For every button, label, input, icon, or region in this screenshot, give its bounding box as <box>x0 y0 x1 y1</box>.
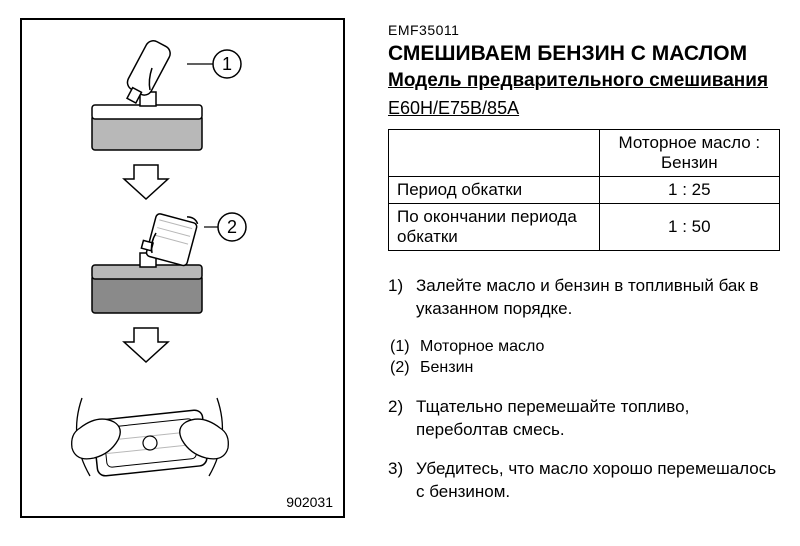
diagram-code: 902031 <box>286 494 333 510</box>
legend-text: Бензин <box>420 358 473 379</box>
table-cell: По окончании периода обкатки <box>389 204 600 251</box>
table-cell: 1 : 50 <box>599 204 779 251</box>
step3-group <box>72 398 229 477</box>
table-cell: 1 : 25 <box>599 177 779 204</box>
step-number: 1) <box>388 275 416 321</box>
step1-group: 1 <box>92 38 241 150</box>
step-2: 2) Тщательно перемешайте топливо, перебо… <box>388 396 780 442</box>
page-title: СМЕШИВАЕМ БЕНЗИН С МАСЛОМ <box>388 42 780 66</box>
arrow-1 <box>124 165 168 199</box>
doc-code: EMF35011 <box>388 22 780 38</box>
model-list: E60H/E75B/85A <box>388 98 780 119</box>
legend: (1)Моторное масло (2)Бензин <box>390 337 780 379</box>
svg-text:2: 2 <box>227 217 237 237</box>
svg-text:1: 1 <box>222 54 232 74</box>
table-row: По окончании периода обкатки 1 : 50 <box>389 204 780 251</box>
table-row: Моторное масло : Бензин <box>389 130 780 177</box>
legend-text: Моторное масло <box>420 337 544 358</box>
ratio-table: Моторное масло : Бензин Период обкатки 1… <box>388 129 780 251</box>
table-cell: Период обкатки <box>389 177 600 204</box>
step-text: Тщательно перемешайте топливо, переболта… <box>416 396 780 442</box>
step-number: 2) <box>388 396 416 442</box>
step-3: 3) Убедитесь, что масло хорошо перемешал… <box>388 458 780 504</box>
step-1: 1) Залейте масло и бензин в топливный ба… <box>388 275 780 321</box>
legend-num: (1) <box>390 337 420 358</box>
mixing-diagram: 1 <box>20 18 345 518</box>
page-subtitle: Модель предварительного смешивания <box>388 70 780 92</box>
table-cell <box>389 130 600 177</box>
arrow-2 <box>124 328 168 362</box>
legend-num: (2) <box>390 358 420 379</box>
step-text: Убедитесь, что масло хорошо перемешалось… <box>416 458 780 504</box>
table-row: Период обкатки 1 : 25 <box>389 177 780 204</box>
step-text: Залейте масло и бензин в топливный бак в… <box>416 275 780 321</box>
step2-group: 2 <box>92 207 246 313</box>
step-number: 3) <box>388 458 416 504</box>
table-cell: Моторное масло : Бензин <box>599 130 779 177</box>
